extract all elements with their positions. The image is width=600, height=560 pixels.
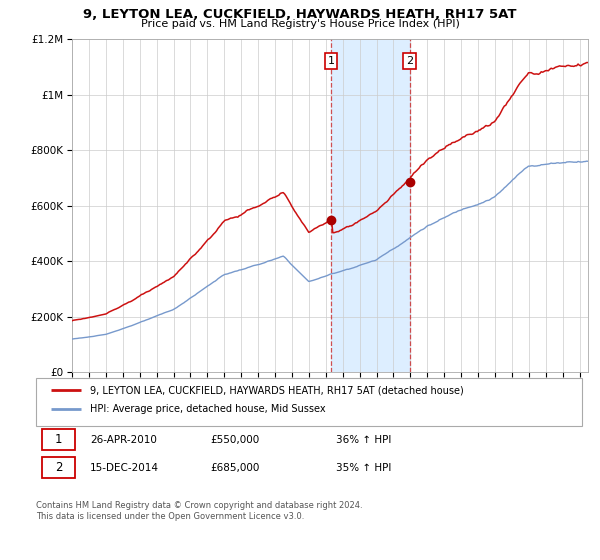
Text: 2: 2 <box>406 56 413 66</box>
Bar <box>331 39 410 372</box>
Text: 36% ↑ HPI: 36% ↑ HPI <box>336 435 391 445</box>
Text: HPI: Average price, detached house, Mid Sussex: HPI: Average price, detached house, Mid … <box>90 404 326 414</box>
Text: 9, LEYTON LEA, CUCKFIELD, HAYWARDS HEATH, RH17 5AT: 9, LEYTON LEA, CUCKFIELD, HAYWARDS HEATH… <box>83 8 517 21</box>
Text: 35% ↑ HPI: 35% ↑ HPI <box>336 463 391 473</box>
Text: £685,000: £685,000 <box>210 463 259 473</box>
Text: 1: 1 <box>55 433 62 446</box>
Text: £550,000: £550,000 <box>210 435 259 445</box>
Text: 1: 1 <box>328 56 335 66</box>
Text: Contains HM Land Registry data © Crown copyright and database right 2024.
This d: Contains HM Land Registry data © Crown c… <box>36 501 362 521</box>
Text: 9, LEYTON LEA, CUCKFIELD, HAYWARDS HEATH, RH17 5AT (detached house): 9, LEYTON LEA, CUCKFIELD, HAYWARDS HEATH… <box>90 385 464 395</box>
Text: Price paid vs. HM Land Registry's House Price Index (HPI): Price paid vs. HM Land Registry's House … <box>140 19 460 29</box>
Text: 26-APR-2010: 26-APR-2010 <box>90 435 157 445</box>
Text: 2: 2 <box>55 461 62 474</box>
Text: 15-DEC-2014: 15-DEC-2014 <box>90 463 159 473</box>
